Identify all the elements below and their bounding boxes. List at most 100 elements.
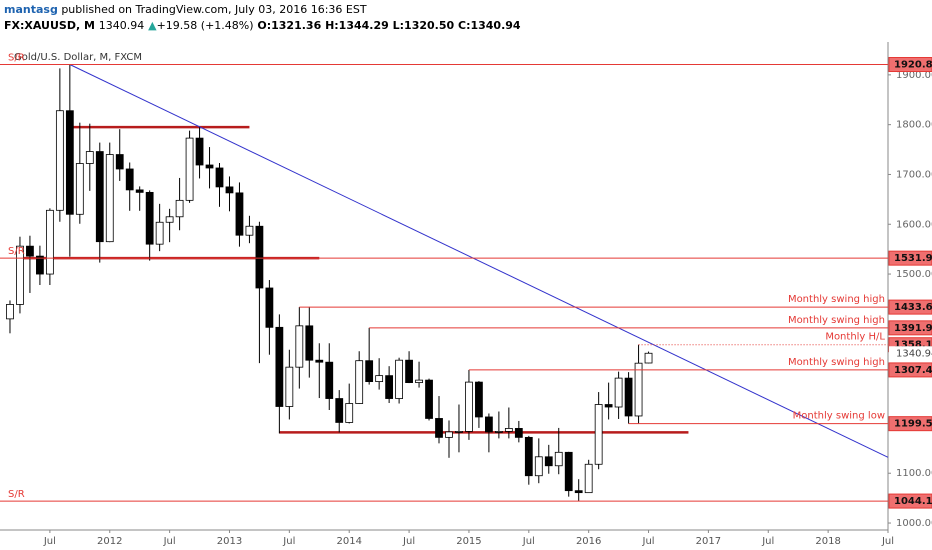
candle-body (95, 151, 104, 243)
published: published on TradingView.com, July 03, 2… (61, 3, 367, 16)
candle-body (465, 381, 473, 432)
candle-body (405, 359, 413, 384)
low: L:1320.50 (392, 19, 455, 32)
candle-body (564, 451, 573, 492)
candle-body (85, 151, 94, 164)
candle-body (345, 403, 354, 423)
header: mantasg published on TradingView.com, Ju… (0, 0, 525, 36)
price-label: 1391.97 (894, 323, 932, 334)
price-label: 1531.94 (894, 253, 932, 264)
candle-body (265, 287, 274, 328)
symbol: FX:XAUUSD, M (4, 19, 95, 32)
candle-body (455, 431, 463, 433)
candle-body (524, 436, 533, 477)
candle-body (584, 463, 593, 494)
candle-body (385, 375, 394, 399)
y-tick-label: 1000.00 (896, 518, 932, 529)
author[interactable]: mantasg (4, 3, 58, 16)
price-label-box (888, 320, 932, 336)
y-tick-label: 1900.00 (896, 70, 932, 81)
level-note: S/R (8, 53, 25, 64)
level-note: S/R (8, 246, 25, 257)
x-tick-label: 2013 (217, 536, 242, 547)
price-label-box (888, 362, 932, 378)
x-tick-label: 2012 (97, 536, 122, 547)
x-tick-label: 2015 (456, 536, 481, 547)
last-price-label: 1340.94 (896, 348, 932, 359)
x-tick-label: 2018 (815, 536, 840, 547)
x-tick-label: Jul (282, 536, 295, 547)
candle-body (395, 359, 403, 399)
candle-body (55, 110, 64, 211)
candle-body (315, 359, 324, 363)
last-price-box (889, 346, 932, 361)
price-label: 1433.61 (894, 302, 932, 313)
candle-body (594, 404, 603, 465)
candle-body (36, 255, 44, 275)
candle-body (504, 428, 513, 432)
high: H:1344.29 (325, 19, 389, 32)
candle-body (115, 154, 124, 170)
candle-body (215, 167, 224, 188)
price-label-box (888, 493, 932, 509)
candle-body (435, 418, 443, 438)
candle-body (574, 490, 583, 494)
candle-body (245, 225, 254, 236)
candle-body (325, 361, 334, 399)
candle-body (175, 199, 184, 218)
open: O:1321.36 (257, 19, 322, 32)
candle-body (26, 245, 34, 257)
candle-body (335, 398, 344, 423)
plot-area (0, 42, 888, 530)
publish-line: mantasg published on TradingView.com, Ju… (4, 2, 521, 18)
candle-body (195, 137, 204, 166)
price-label: 1044.10 (894, 496, 932, 507)
candle-body (554, 451, 563, 467)
x-tick-label: Jul (642, 536, 655, 547)
price-label-box (888, 250, 932, 266)
candle-body (624, 377, 633, 417)
x-tick-label: Jul (163, 536, 176, 547)
change: +19.58 (+1.48%) (156, 19, 254, 32)
candle-body (604, 404, 613, 408)
close: C:1340.94 (458, 19, 521, 32)
candle-body (185, 137, 194, 201)
candle-body (65, 110, 74, 215)
last: 1340.94 (98, 19, 145, 32)
price-label-box (888, 299, 932, 315)
price-label-box (888, 57, 932, 73)
level-note: S/R (8, 489, 25, 500)
candle-body (544, 456, 553, 467)
level-note: Monthly swing high (788, 294, 885, 305)
candle-body (494, 431, 503, 433)
y-tick-label: 1100.00 (896, 468, 932, 479)
candle-body (45, 209, 54, 275)
level-note: Monthly swing high (788, 357, 885, 368)
candle-body (365, 360, 374, 383)
level-note: Monthly H/L (825, 332, 885, 343)
candle-body (275, 326, 284, 407)
candle-body (16, 245, 24, 305)
y-tick-label: 1500.00 (896, 269, 932, 280)
candle-body (375, 375, 384, 383)
x-tick-label: 2014 (336, 536, 361, 547)
candle-body (295, 325, 304, 368)
y-tick-label: 1800.00 (896, 120, 932, 131)
candle-body (425, 379, 433, 419)
x-tick-label: Jul (43, 536, 56, 547)
candle-body (514, 428, 523, 438)
candle-body (355, 360, 364, 404)
level-note: Monthly swing low (793, 411, 885, 422)
x-tick-label: Jul (881, 536, 894, 547)
x-tick-label: Jul (402, 536, 415, 547)
x-tick-label: 2017 (696, 536, 721, 547)
trendline (69, 64, 889, 458)
candle-body (105, 154, 114, 243)
candle-body (614, 377, 623, 408)
candle-body (644, 352, 653, 364)
y-tick-label: 1700.00 (896, 169, 932, 180)
price-label: 1920.80 (894, 60, 932, 71)
candle-body (235, 192, 244, 236)
